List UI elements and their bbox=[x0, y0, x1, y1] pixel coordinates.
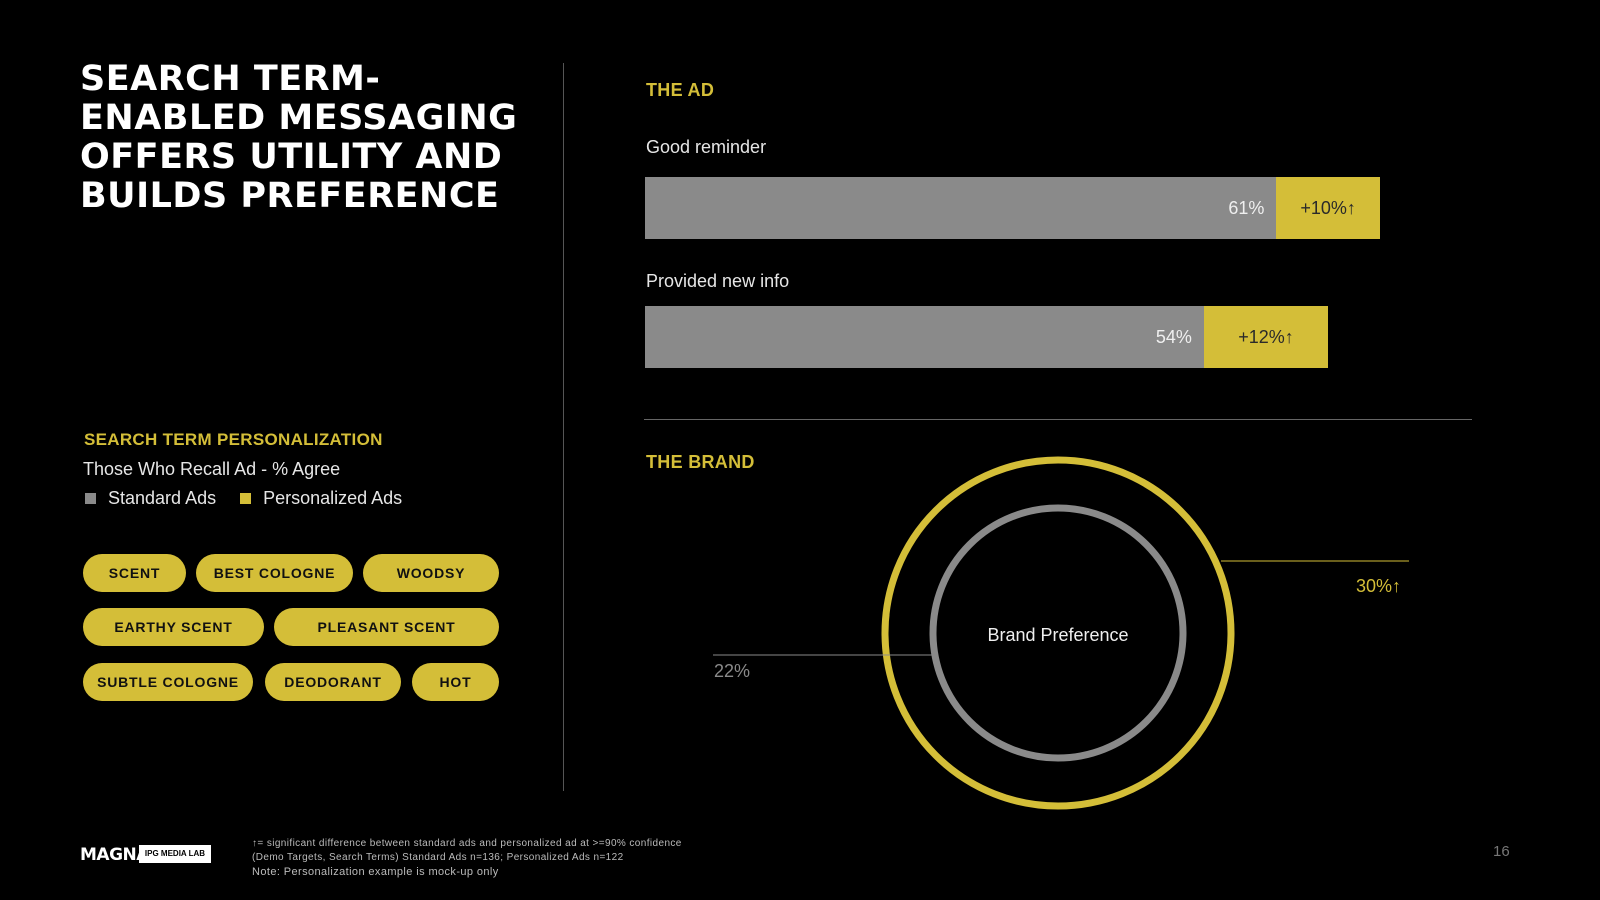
bar-personalized-provided-new-info bbox=[1203, 306, 1329, 368]
legend-swatch-personalized bbox=[240, 493, 252, 504]
search-term-pill: BEST COLOGNE bbox=[196, 554, 353, 592]
brand-value-standard: 22% bbox=[714, 661, 751, 681]
ring-standard bbox=[929, 504, 1187, 762]
bar-value-standard-provided-new-info: 54% bbox=[1155, 327, 1192, 347]
bar-personalized-good-reminder bbox=[1276, 177, 1380, 239]
bar-standard-provided-new-info bbox=[645, 306, 1204, 368]
legend-title: SEARCH TERM PERSONALIZATION bbox=[84, 430, 383, 449]
search-term-pill: HOT bbox=[412, 663, 499, 701]
magna-logo: MAGNA bbox=[80, 845, 149, 865]
footnote-mockup: Note: Personalization example is mock-up… bbox=[252, 866, 499, 878]
legend-label-personalized: Personalized Ads bbox=[263, 488, 403, 508]
the-brand-label: THE BRAND bbox=[646, 452, 755, 472]
legend-label-standard: Standard Ads bbox=[108, 488, 217, 508]
search-term-pill: SCENT bbox=[83, 554, 186, 592]
ring-personalized bbox=[881, 456, 1235, 810]
legend: Standard Ads Personalized Ads bbox=[85, 488, 402, 509]
search-term-pill: WOODSY bbox=[363, 554, 499, 592]
bar-standard-good-reminder bbox=[645, 177, 1277, 239]
brand-preference-label: Brand Preference bbox=[987, 625, 1129, 645]
brand-preference-rings bbox=[713, 456, 1409, 810]
slide-title: SEARCH TERM-ENABLED MESSAGING OFFERS UTI… bbox=[80, 59, 518, 216]
bar-label-provided-new-info: Provided new info bbox=[646, 271, 790, 291]
bar-label-good-reminder: Good reminder bbox=[646, 137, 767, 157]
brand-value-personalized: 30%↑ bbox=[1356, 576, 1402, 596]
search-term-pill: EARTHY SCENT bbox=[83, 608, 264, 646]
the-ad-label: THE AD bbox=[646, 80, 715, 100]
vertical-divider bbox=[563, 63, 564, 791]
legend-swatch-standard bbox=[85, 493, 96, 504]
bar-value-personalized-provided-new-info: +12%↑ bbox=[1238, 327, 1294, 347]
footnote-significance: ↑= significant difference between standa… bbox=[252, 838, 682, 849]
search-term-pill: SUBTLE COLOGNE bbox=[83, 663, 253, 701]
ipg-media-lab-logo: IPG MEDIA LAB bbox=[139, 845, 211, 863]
search-term-pill: DEODORANT bbox=[265, 663, 401, 701]
bar-value-standard-good-reminder: 61% bbox=[1228, 198, 1265, 218]
horizontal-divider bbox=[644, 419, 1472, 420]
search-term-pill: PLEASANT SCENT bbox=[274, 608, 499, 646]
page-number: 16 bbox=[1493, 843, 1510, 860]
bar-value-personalized-good-reminder: +10%↑ bbox=[1300, 198, 1356, 218]
legend-subtitle: Those Who Recall Ad - % Agree bbox=[83, 459, 341, 479]
footnote-sample: (Demo Targets, Search Terms) Standard Ad… bbox=[252, 852, 624, 863]
